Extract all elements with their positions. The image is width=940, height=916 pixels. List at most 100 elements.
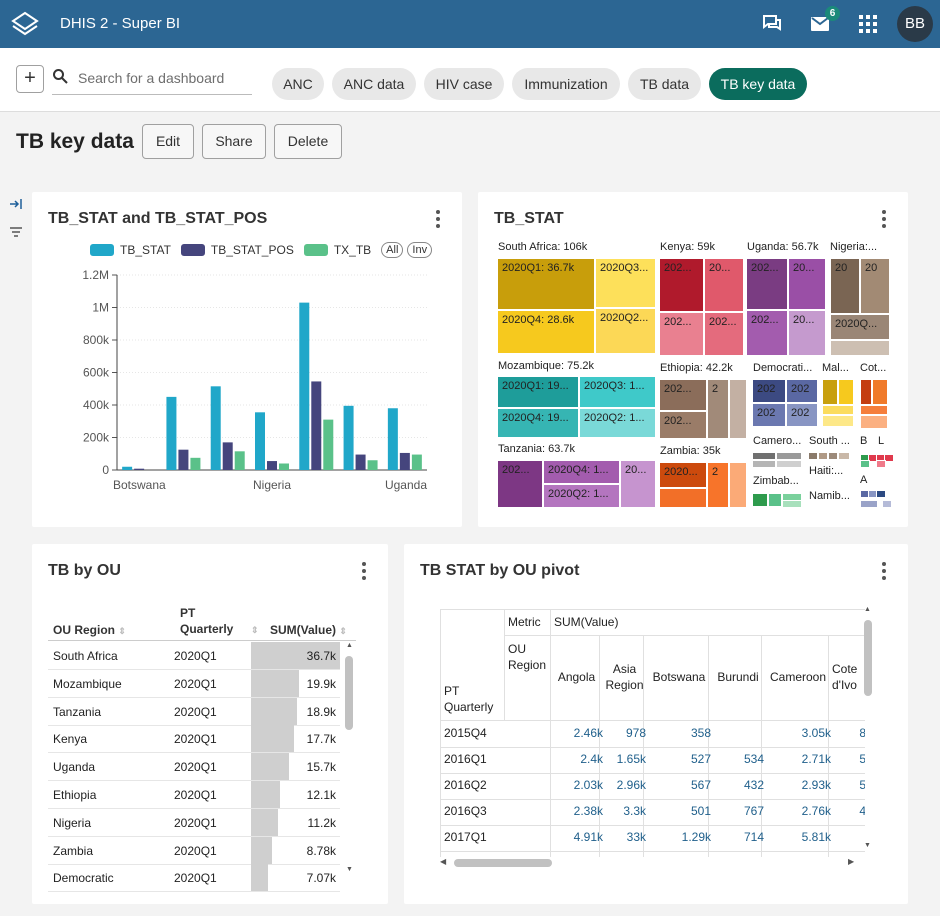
sort-icon[interactable]: ⇕ xyxy=(251,625,259,635)
share-button[interactable]: Share xyxy=(202,124,266,159)
treemap-cell[interactable]: 2020Q3: 1... xyxy=(579,376,656,408)
column-header-sum-value[interactable]: SUM(Value) ⇕ xyxy=(270,623,347,637)
treemap-cell[interactable] xyxy=(729,379,747,439)
expand-sidebar-icon[interactable] xyxy=(8,196,24,212)
legend-item-tx-tb[interactable]: TX_TB xyxy=(303,243,371,257)
add-dashboard-button[interactable]: + xyxy=(16,65,44,93)
treemap-cell[interactable] xyxy=(776,452,802,460)
treemap-cell[interactable] xyxy=(828,452,838,460)
treemap-cell[interactable] xyxy=(729,462,747,508)
treemap-cell[interactable]: 2020... xyxy=(659,462,707,488)
treemap-cell[interactable] xyxy=(860,460,870,468)
legend-item-tb-stat[interactable]: TB_STAT xyxy=(90,243,171,257)
chip-hiv-case[interactable]: HIV case xyxy=(424,68,504,100)
treemap-cell[interactable]: 2020Q2: 1... xyxy=(543,484,620,508)
treemap-cell[interactable] xyxy=(782,500,802,508)
treemap-cell[interactable]: 202 xyxy=(752,403,786,427)
treemap-cell[interactable] xyxy=(860,500,878,508)
treemap-cell[interactable] xyxy=(752,460,776,468)
filter-icon[interactable] xyxy=(8,224,24,240)
treemap-cell[interactable]: 202 xyxy=(786,403,818,427)
treemap-cell[interactable]: 2 xyxy=(707,379,729,439)
chip-immunization[interactable]: Immunization xyxy=(512,68,620,100)
treemap-cell[interactable]: 2020Q4: 19... xyxy=(497,408,579,438)
treemap-cell[interactable]: 2020Q3... xyxy=(595,258,656,308)
treemap-cell[interactable]: 202 xyxy=(752,379,786,403)
treemap-cell[interactable]: 202... xyxy=(704,312,744,356)
treemap-cell[interactable]: 202... xyxy=(497,460,543,508)
pivot-menu-icon[interactable] xyxy=(880,562,888,580)
chip-tb-data[interactable]: TB data xyxy=(628,68,701,100)
treemap-cell[interactable] xyxy=(822,405,854,415)
treemap-cell[interactable] xyxy=(822,379,838,405)
legend-invert-button[interactable]: Inv xyxy=(407,242,433,258)
treemap-cell[interactable] xyxy=(752,493,768,507)
treemap-cell[interactable] xyxy=(838,452,850,460)
legend-all-button[interactable]: All xyxy=(381,242,404,258)
treemap-cell[interactable] xyxy=(830,340,890,356)
table-menu-icon[interactable] xyxy=(360,562,368,580)
treemap-cell[interactable] xyxy=(752,452,776,460)
treemap-cell[interactable] xyxy=(860,405,888,415)
table-scrollbar[interactable]: ▲ ▼ xyxy=(345,642,353,873)
treemap-cell[interactable] xyxy=(818,452,828,460)
pivot-horizontal-scrollbar[interactable]: ◀ ▶ xyxy=(440,857,855,867)
pivot-column-header[interactable]: Botswana xyxy=(652,670,706,684)
column-header-pt-quarterly[interactable]: PT Quarterly xyxy=(180,606,234,636)
treemap-cell[interactable]: 20... xyxy=(788,310,826,356)
pivot-column-header[interactable]: Cote d'Ivo xyxy=(832,662,858,692)
pivot-column-header[interactable]: Cameroon xyxy=(769,670,827,684)
treemap-cell[interactable] xyxy=(860,415,888,429)
treemap-cell[interactable] xyxy=(876,490,886,498)
treemap-cell[interactable]: 202... xyxy=(746,258,788,310)
chip-tb-key-data[interactable]: TB key data xyxy=(709,68,807,100)
edit-button[interactable]: Edit xyxy=(142,124,194,159)
pivot-column-header[interactable]: Asia Region xyxy=(605,662,644,692)
interpretations-icon[interactable] xyxy=(760,12,784,36)
treemap-cell[interactable]: 2020Q2: 1... xyxy=(579,408,656,438)
column-header-ou-region[interactable]: OU Region ⇕ xyxy=(53,623,126,637)
treemap-cell[interactable] xyxy=(659,488,707,508)
treemap-cell[interactable]: 20... xyxy=(704,258,744,312)
pivot-column-header[interactable]: Angola xyxy=(557,670,596,684)
treemap-cell[interactable]: 202... xyxy=(659,258,704,312)
pivot-column-header[interactable]: Burundi xyxy=(717,670,759,684)
treemap-cell[interactable] xyxy=(876,460,886,468)
treemap-cell[interactable] xyxy=(768,493,782,507)
chip-anc-data[interactable]: ANC data xyxy=(332,68,416,100)
treemap-cell[interactable] xyxy=(808,452,818,460)
treemap-cell[interactable] xyxy=(882,500,892,508)
mail-icon[interactable] xyxy=(808,12,832,36)
treemap-cell[interactable] xyxy=(838,379,854,405)
apps-grid-icon[interactable] xyxy=(856,12,880,36)
treemap-menu-icon[interactable] xyxy=(880,210,888,228)
treemap-cell[interactable] xyxy=(822,415,854,427)
treemap-cell[interactable]: 2020Q4: 1... xyxy=(543,460,620,484)
dhis2-logo-icon[interactable] xyxy=(10,10,40,40)
search-input[interactable] xyxy=(78,66,248,90)
user-avatar[interactable]: BB xyxy=(897,6,933,42)
treemap-cell[interactable]: 2020Q4: 28.6k xyxy=(497,310,595,354)
bar-chart-menu-icon[interactable] xyxy=(434,210,442,228)
treemap-cell[interactable] xyxy=(872,379,888,405)
treemap-cell[interactable]: 202... xyxy=(659,411,707,439)
treemap-cell[interactable]: 202... xyxy=(746,310,788,356)
treemap-cell[interactable] xyxy=(860,379,872,405)
treemap-cell[interactable]: 20... xyxy=(788,258,826,310)
treemap-cell[interactable] xyxy=(776,460,802,468)
treemap-cell[interactable]: 202... xyxy=(659,312,704,356)
chip-anc[interactable]: ANC xyxy=(272,68,324,100)
treemap-cell[interactable]: 2020Q1: 36.7k xyxy=(497,258,595,310)
treemap-cell[interactable]: 2020Q... xyxy=(830,314,890,340)
treemap-cell[interactable]: 2020Q1: 19... xyxy=(497,376,579,408)
delete-button[interactable]: Delete xyxy=(274,124,342,159)
pivot-vertical-scrollbar[interactable]: ▲ ▼ xyxy=(864,606,872,849)
treemap-cell[interactable]: 2020Q2... xyxy=(595,308,656,354)
treemap-cell[interactable]: 20 xyxy=(830,258,860,314)
treemap-cell[interactable]: 2 xyxy=(707,462,729,508)
treemap-cell[interactable]: 20... xyxy=(620,460,656,508)
treemap-cell[interactable]: 20 xyxy=(860,258,890,314)
legend-item-tb-stat-pos[interactable]: TB_STAT_POS xyxy=(180,243,294,257)
treemap-cell[interactable]: 202... xyxy=(659,379,707,411)
treemap-cell[interactable] xyxy=(884,454,894,462)
